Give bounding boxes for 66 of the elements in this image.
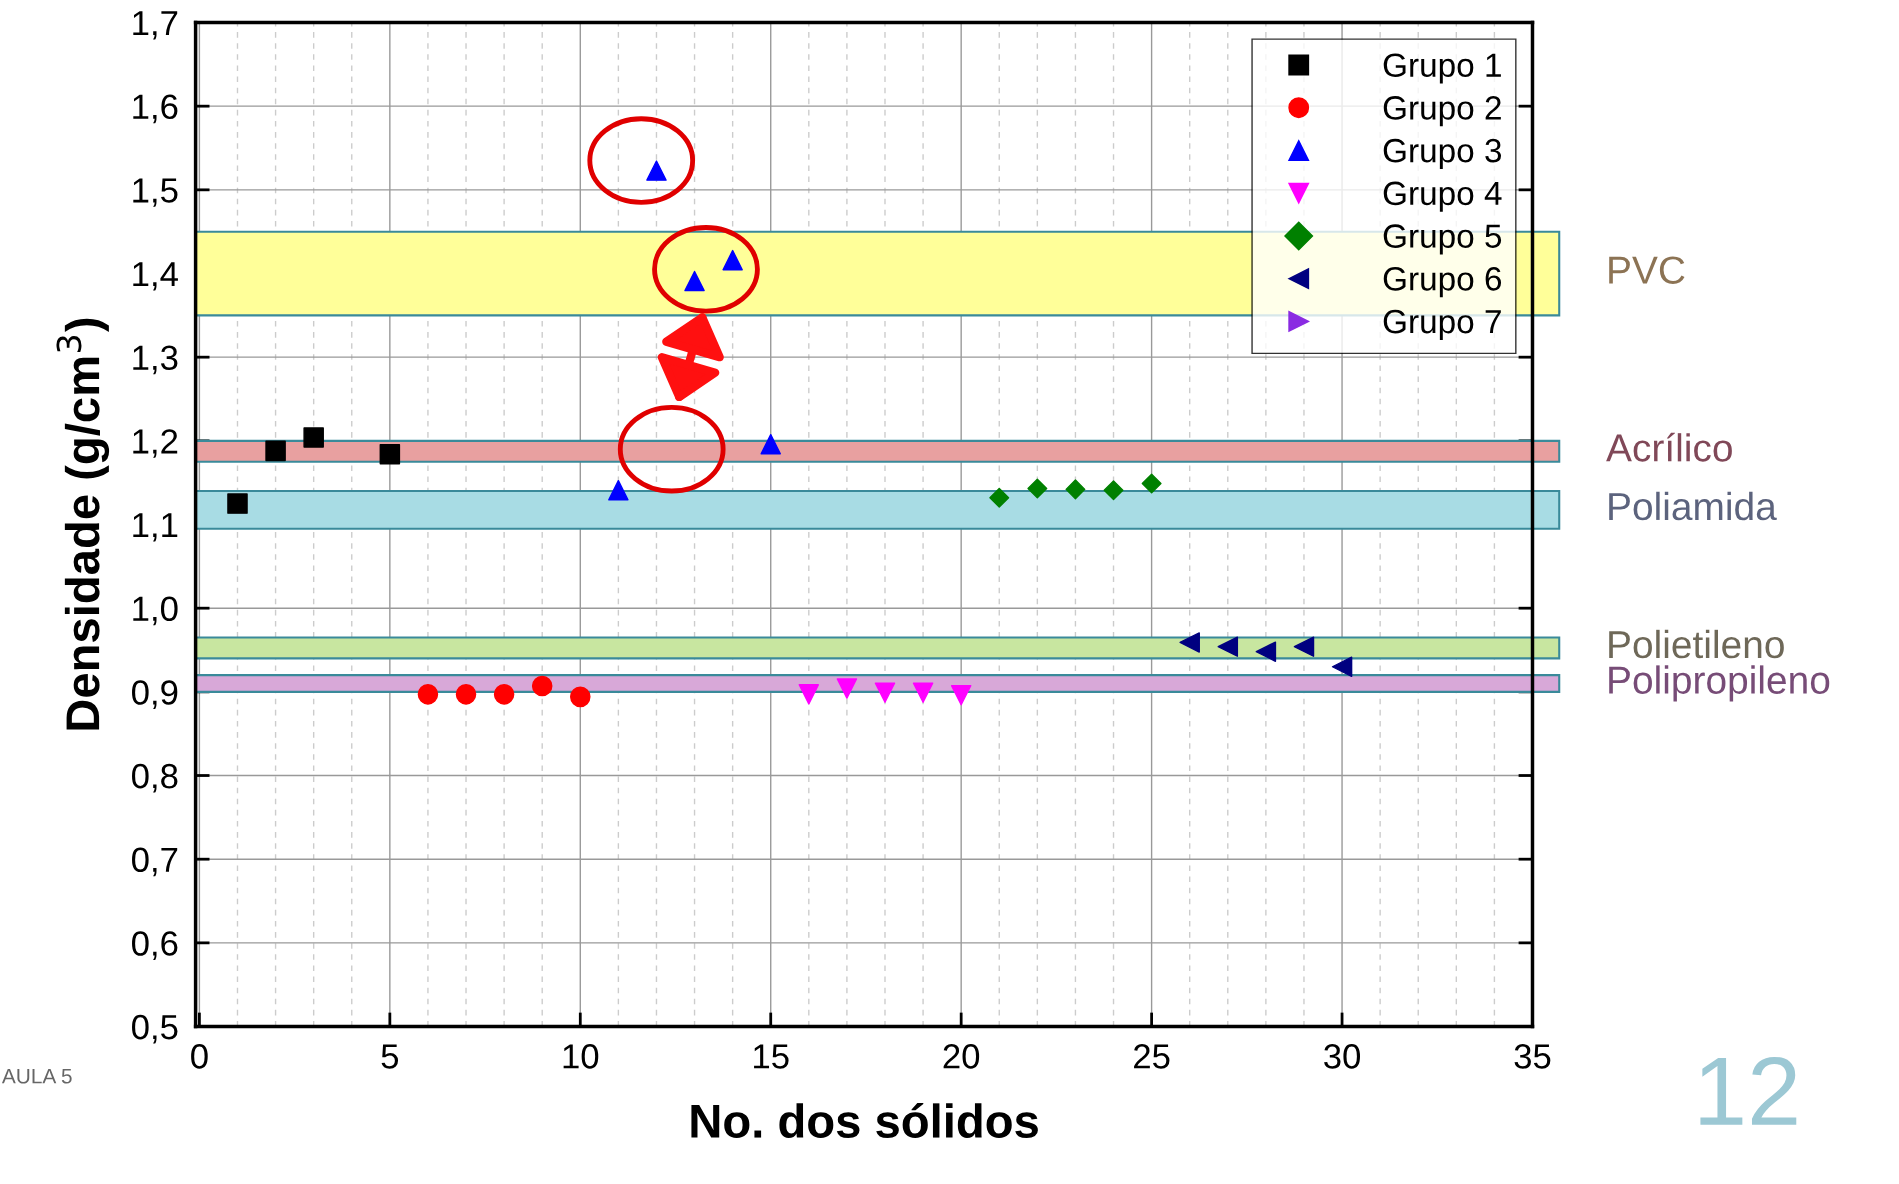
y-axis-title: Densidade (g/cm$^{3}$): [56, 318, 110, 730]
y-tick-label: 0,6: [132, 931, 178, 960]
x-tick-label: 25: [1134, 1044, 1170, 1069]
band-label: Polietileno: [1609, 629, 1784, 659]
point: [722, 249, 743, 271]
point: [1217, 636, 1239, 657]
point: [417, 684, 439, 705]
y-tick-label: 1,1: [133, 513, 178, 542]
point: [455, 684, 477, 705]
x-tick-label: 5: [381, 1044, 399, 1069]
y-tick-label: 0,7: [132, 847, 178, 877]
point: [493, 684, 515, 705]
point: [1027, 478, 1048, 499]
y-tick-label: 0,8: [132, 763, 178, 793]
point: [989, 487, 1010, 508]
band-label: Poliamida: [1609, 491, 1777, 521]
legend-label: Grupo 1: [1383, 53, 1501, 84]
text: AULA 5: [1, 1069, 72, 1084]
x-tick-label: 15: [754, 1044, 789, 1069]
point: [874, 682, 896, 703]
text: 12: [1700, 1056, 1797, 1125]
band-label: Polipropileno: [1609, 665, 1830, 702]
x-tick-label: 0: [191, 1044, 208, 1069]
point: [684, 270, 705, 292]
point: [836, 678, 858, 699]
x-tick-label: 35: [1514, 1044, 1551, 1069]
point: [379, 443, 401, 465]
legend-label: Grupo 3: [1383, 138, 1502, 170]
y-tick-label: 1,3: [133, 345, 178, 375]
y-tick-label: 1,7: [133, 11, 178, 40]
legend-label: Grupo 7: [1383, 309, 1501, 341]
y-tick-label: 1,2: [133, 429, 178, 458]
x-tick-label: 10: [563, 1044, 599, 1069]
point: [1103, 480, 1124, 501]
x-tick-label: 20: [943, 1044, 980, 1069]
point: [798, 684, 820, 705]
point: [950, 684, 972, 706]
legend-label: Grupo 5: [1383, 224, 1502, 255]
point: [912, 682, 934, 703]
point: [1065, 479, 1086, 500]
point: [608, 479, 629, 501]
point: [1293, 636, 1315, 657]
x-axis-title: No. dos sólidos: [691, 1102, 1038, 1139]
point: [760, 433, 781, 455]
legend-label: Grupo 2: [1383, 96, 1501, 127]
point: [1331, 656, 1353, 678]
y-tick-label: 0,9: [132, 680, 178, 709]
y-tick-label: 1,6: [133, 94, 178, 124]
legend-label: Grupo 6: [1383, 267, 1502, 298]
band-label: Acrílico: [1606, 432, 1732, 462]
point: [1179, 632, 1200, 653]
point: [531, 675, 553, 697]
y-tick-label: 1,5: [133, 178, 178, 207]
point: [570, 686, 591, 708]
point: [265, 440, 286, 462]
x-tick-label: 30: [1324, 1044, 1361, 1069]
point: [227, 493, 248, 514]
point: [1255, 641, 1277, 662]
y-tick-label: 1,0: [133, 596, 178, 626]
point: [303, 427, 324, 448]
y-tick-label: 1,4: [133, 262, 178, 291]
legend-label: Grupo 4: [1383, 181, 1502, 212]
point: [646, 160, 667, 181]
y-tick-label: 0,5: [132, 1014, 178, 1044]
point: [1141, 473, 1162, 494]
band-label: PVC: [1609, 256, 1685, 284]
